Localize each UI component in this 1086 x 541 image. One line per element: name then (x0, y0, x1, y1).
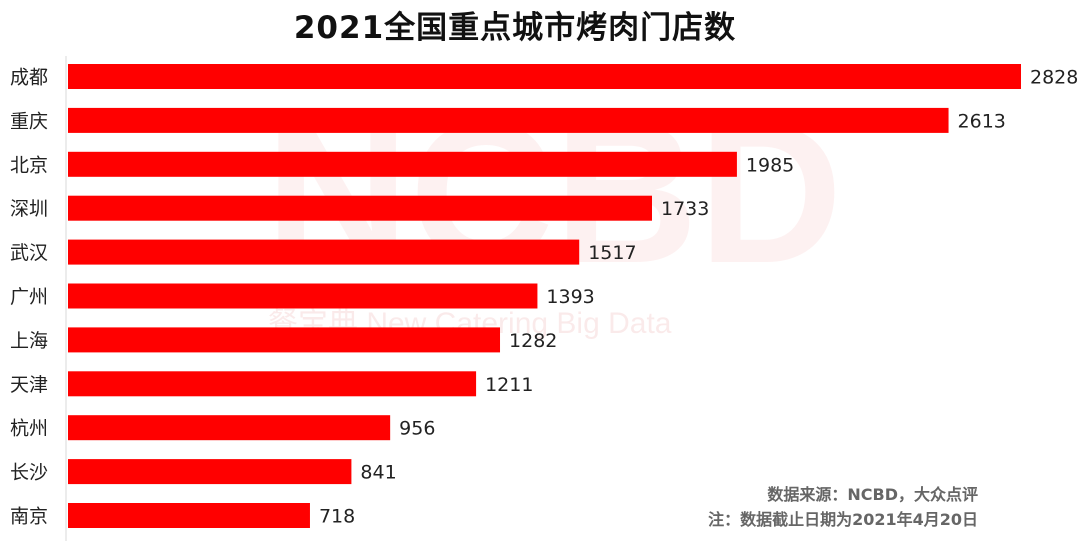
bar-0 (68, 64, 1021, 89)
value-label: 956 (399, 418, 435, 440)
bar-9 (68, 459, 352, 485)
category-label: 深圳 (10, 198, 48, 220)
value-label: 2828 (1030, 67, 1078, 89)
chart-title: 2021全国重点城市烤肉门店数 (293, 10, 737, 46)
category-label: 天津 (10, 374, 48, 396)
source-note: 数据来源：NCBD，大众点评 (767, 485, 978, 504)
bars-group: 成都 2828 重庆 2613 北京 1985 深圳 1733 武汉 1517 广州 1393 上海 12… (10, 64, 1078, 528)
category-label: 广州 (10, 286, 48, 308)
value-label: 1517 (588, 242, 636, 264)
category-label: 杭州 (10, 418, 48, 440)
bar-3 (68, 195, 652, 221)
category-label: 武汉 (10, 242, 48, 264)
category-label: 成都 (10, 67, 48, 89)
value-label: 1985 (746, 154, 794, 176)
bar-5 (68, 283, 538, 309)
bar-1 (68, 107, 949, 133)
category-label: 长沙 (10, 462, 48, 484)
bar-4 (68, 239, 580, 265)
bar-2 (68, 151, 737, 177)
value-label: 718 (319, 506, 355, 528)
bar-10 (68, 503, 310, 528)
value-label: 1211 (485, 374, 533, 396)
value-label: 2613 (958, 110, 1006, 132)
category-label: 上海 (10, 330, 48, 352)
value-label: 841 (360, 462, 396, 484)
bar-7 (68, 371, 477, 397)
category-label: 北京 (10, 154, 48, 176)
cutoff-note: 注：数据截止日期为2021年4月20日 (708, 510, 978, 529)
bar-8 (68, 415, 391, 441)
value-label: 1733 (661, 198, 709, 220)
value-label: 1393 (546, 286, 594, 308)
value-label: 1282 (509, 330, 557, 352)
category-label: 南京 (10, 506, 48, 528)
bar-6 (68, 327, 501, 353)
category-label: 重庆 (10, 110, 48, 132)
